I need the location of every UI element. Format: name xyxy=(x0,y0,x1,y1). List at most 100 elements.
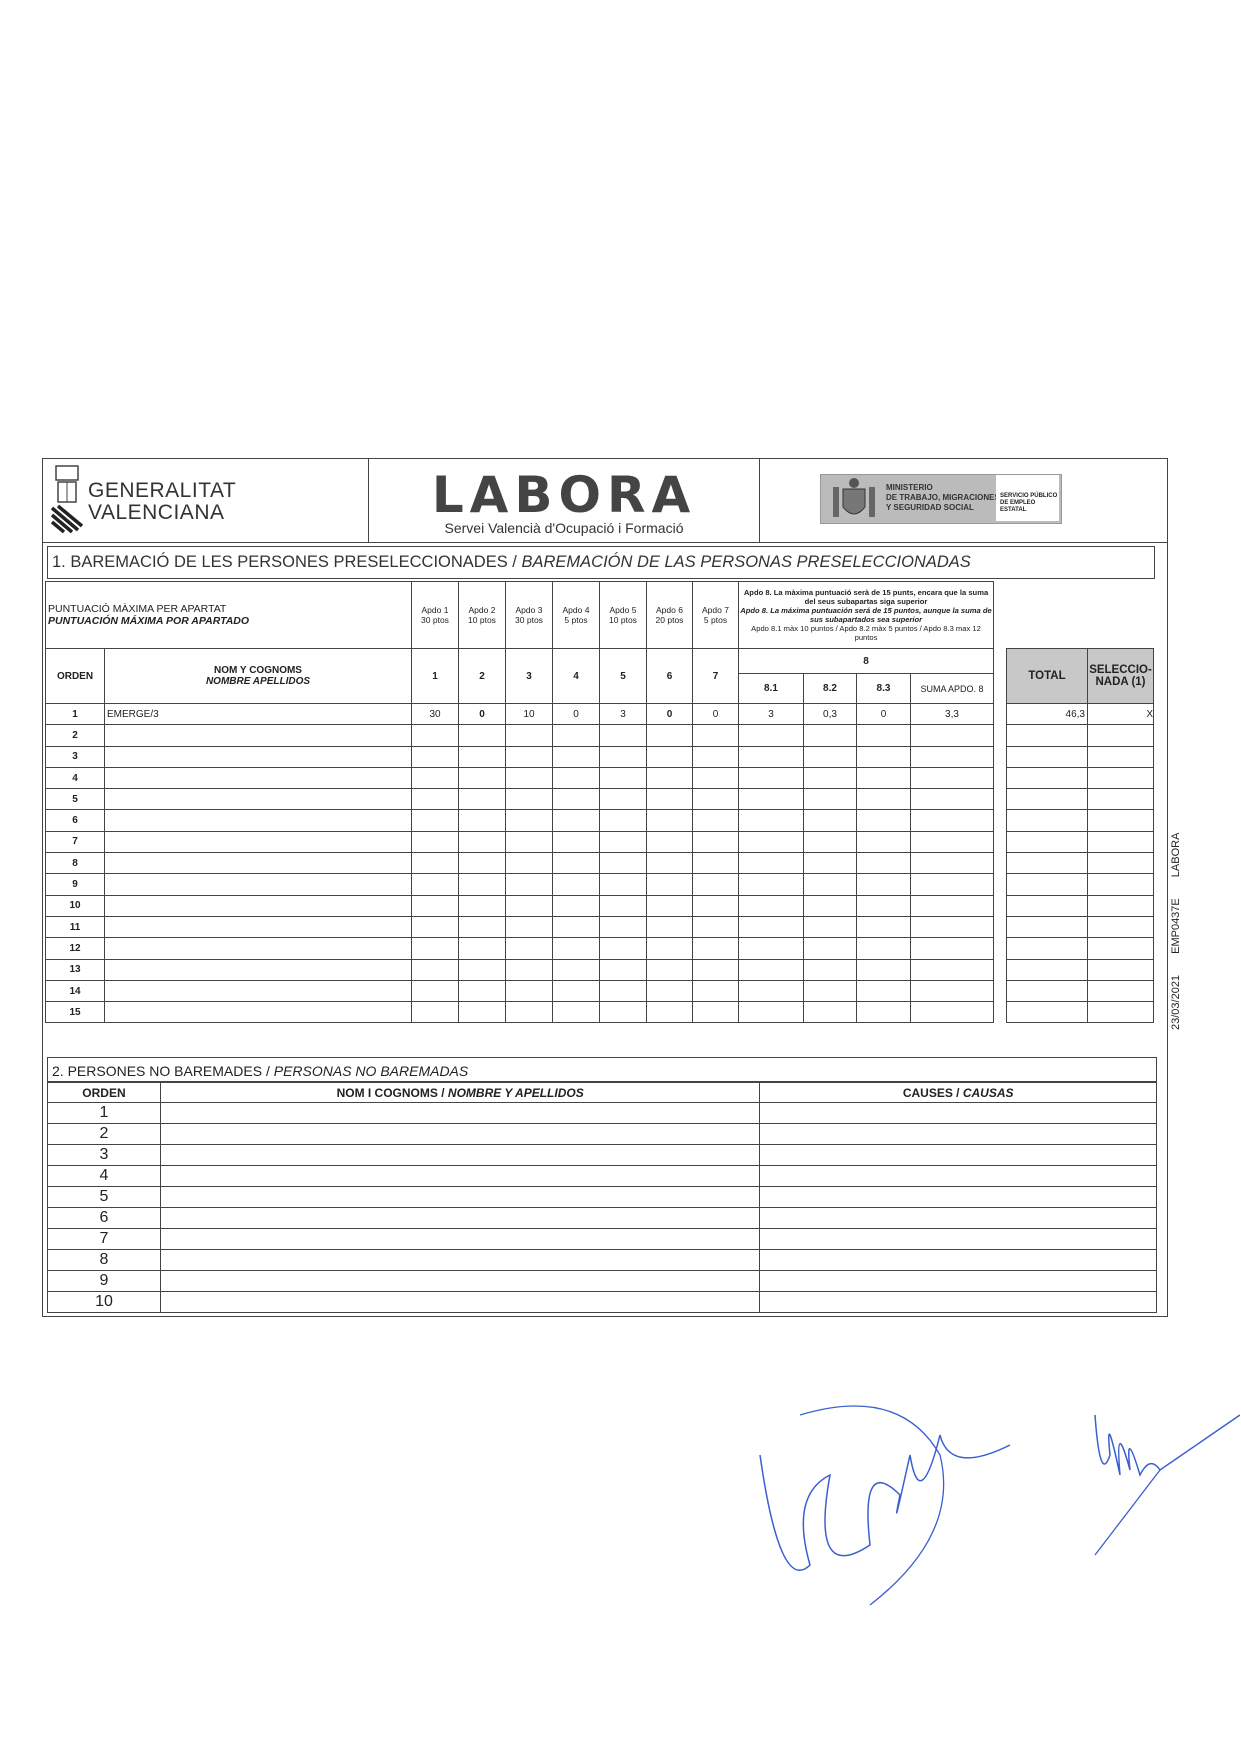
row-apdo-2 xyxy=(458,724,506,747)
row-total xyxy=(1006,979,1088,1003)
row-8-3 xyxy=(856,745,911,768)
row-apdo-7 xyxy=(692,745,739,768)
row-apdo-1 xyxy=(411,937,459,960)
row-apdo-1 xyxy=(411,894,459,917)
row-apdo-4 xyxy=(552,894,600,917)
row-orden: 7 xyxy=(47,1228,161,1250)
row-apdo-4 xyxy=(552,724,600,747)
gva-name-line2: VALENCIANA xyxy=(88,501,225,524)
row-8-sum xyxy=(910,766,994,790)
row-orden: 3 xyxy=(45,745,105,768)
row-orden: 1 xyxy=(45,702,105,726)
row-8-3 xyxy=(856,979,911,1003)
row-selected xyxy=(1087,937,1154,960)
row-8-3 xyxy=(856,724,911,747)
row-8-2 xyxy=(803,766,857,790)
row-causes xyxy=(759,1291,1157,1313)
signature-2 xyxy=(1094,1414,1240,1556)
row-name xyxy=(159,1186,761,1208)
table-row: 5 xyxy=(45,788,1154,811)
row-apdo-5 xyxy=(599,937,647,960)
row-8-sum xyxy=(910,745,994,768)
row-apdo-6 xyxy=(646,1001,693,1024)
row-orden: 6 xyxy=(47,1207,161,1229)
row-apdo-2 xyxy=(458,745,506,768)
gap xyxy=(994,916,1007,937)
apdo-max-1: Apdo 1 30 ptos xyxy=(411,581,459,649)
row-apdo-5 xyxy=(599,873,647,896)
row-apdo-4 xyxy=(552,809,600,832)
row-orden: 12 xyxy=(45,937,105,960)
row-total xyxy=(1006,1001,1088,1024)
row-name xyxy=(104,766,412,790)
row-8-1 xyxy=(738,873,804,896)
apdo8-note: Apdo 8. La màxima puntuació serà de 15 p… xyxy=(738,581,994,649)
row-apdo-6 xyxy=(646,766,693,790)
row-apdo-4 xyxy=(552,873,600,896)
gap xyxy=(994,810,1007,831)
row-apdo-2 xyxy=(458,852,506,875)
col-name: NOM Y COGNOMS NOMBRE APELLIDOS xyxy=(104,648,412,704)
row-orden: 10 xyxy=(47,1291,161,1313)
row-apdo-5 xyxy=(599,958,647,981)
spain-coat-of-arms-icon xyxy=(833,478,875,517)
row-apdo-3 xyxy=(505,809,553,832)
row-8-1 xyxy=(738,830,804,854)
row-8-3 xyxy=(856,809,911,832)
row-causes xyxy=(759,1165,1157,1187)
row-8-1 xyxy=(738,745,804,768)
row-8-1 xyxy=(738,724,804,747)
row-8-sum xyxy=(910,915,994,939)
gap xyxy=(994,746,1007,767)
row-apdo-4 xyxy=(552,830,600,854)
row-8-3 xyxy=(856,937,911,960)
row-apdo-1: 30 xyxy=(411,702,459,726)
row-apdo-3 xyxy=(505,873,553,896)
row-orden: 2 xyxy=(47,1123,161,1145)
row-8-1 xyxy=(738,979,804,1003)
row-orden: 13 xyxy=(45,958,105,981)
apdo-max-6: Apdo 6 20 ptos xyxy=(646,581,693,649)
row-orden: 9 xyxy=(47,1270,161,1292)
row-causes xyxy=(759,1102,1157,1124)
row-apdo-1 xyxy=(411,788,459,811)
row-apdo-2 xyxy=(458,915,506,939)
row-apdo-6 xyxy=(646,745,693,768)
row-causes xyxy=(759,1186,1157,1208)
row-total: 46,3 xyxy=(1006,702,1088,726)
row-apdo-4 xyxy=(552,958,600,981)
row-orden: 11 xyxy=(45,915,105,939)
col-apdo-6: 6 xyxy=(646,648,693,704)
row-total xyxy=(1006,915,1088,939)
table-row: 10 xyxy=(45,894,1154,917)
row-total xyxy=(1006,766,1088,790)
row-apdo-3 xyxy=(505,788,553,811)
table-row: 7 xyxy=(47,1228,1157,1250)
table-row: 1 xyxy=(47,1102,1157,1124)
row-apdo-6 xyxy=(646,958,693,981)
row-apdo-5 xyxy=(599,788,647,811)
row-orden: 15 xyxy=(45,1001,105,1024)
row-apdo-6 xyxy=(646,937,693,960)
row-8-3 xyxy=(856,852,911,875)
table-row: 5 xyxy=(47,1186,1157,1208)
form-header: GENERALITAT VALENCIANA LABORA Servei Vale… xyxy=(42,458,1168,543)
row-8-1 xyxy=(738,1001,804,1024)
non-scored-table: ORDEN NOM I COGNOMS / NOMBRE Y APELLIDOS… xyxy=(47,1082,1157,1313)
table-row: 13 xyxy=(45,958,1154,981)
row-apdo-4 xyxy=(552,745,600,768)
row-selected xyxy=(1087,915,1154,939)
row-name xyxy=(159,1165,761,1187)
row-8-2 xyxy=(803,915,857,939)
col-8-sum: SUMA APDO. 8 xyxy=(910,673,994,704)
col-total: TOTAL xyxy=(1006,648,1088,704)
row-causes xyxy=(759,1270,1157,1292)
row-8-1 xyxy=(738,852,804,875)
row-apdo-2 xyxy=(458,873,506,896)
row-8-3 xyxy=(856,788,911,811)
row-apdo-7 xyxy=(692,766,739,790)
row-causes xyxy=(759,1123,1157,1145)
col-apdo-1: 1 xyxy=(411,648,459,704)
row-apdo-4 xyxy=(552,852,600,875)
